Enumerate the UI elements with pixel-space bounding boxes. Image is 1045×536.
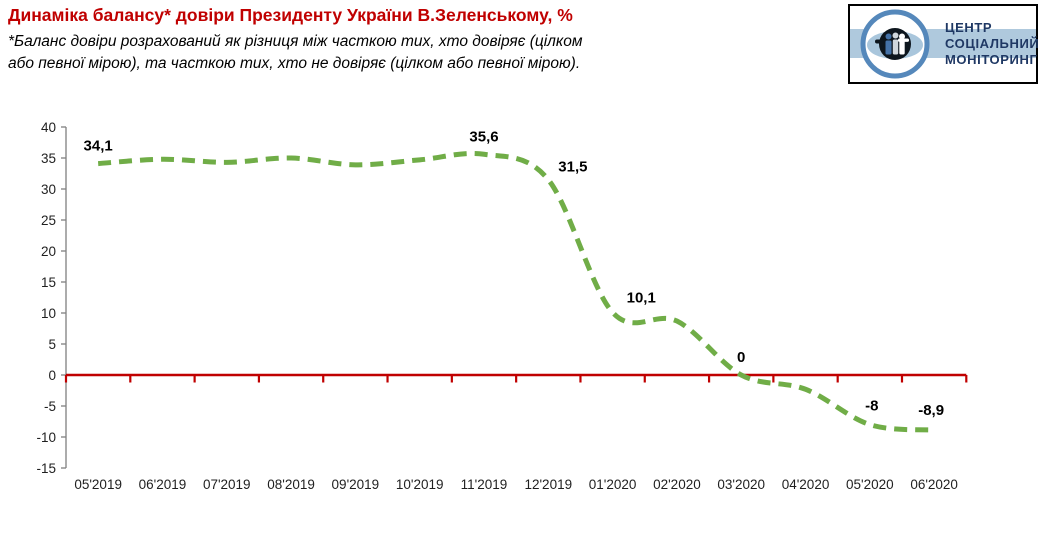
page-title: Динаміка балансу* довіри Президенту Укра… <box>8 5 573 25</box>
y-axis-label: 10 <box>41 306 56 321</box>
x-axis-label: 03'2020 <box>717 477 765 492</box>
y-axis-label: 25 <box>41 213 56 228</box>
data-point-label: 10,1 <box>627 289 656 306</box>
data-point-label: 34,1 <box>84 138 113 155</box>
y-axis-label: -5 <box>44 399 56 414</box>
data-point-label: 0 <box>737 349 745 366</box>
y-axis-label: 40 <box>41 120 56 135</box>
y-axis-label: -10 <box>36 430 56 445</box>
footnote-line-1: *Баланс довіри розрахований як різниця м… <box>8 33 583 50</box>
x-axis-label: 10'2019 <box>396 477 444 492</box>
logo-text-line-2: СОЦІАЛЬНИЙ <box>945 36 1040 51</box>
data-point-label: -8 <box>865 398 878 415</box>
y-axis-label: 30 <box>41 182 56 197</box>
x-axis-label: 05'2020 <box>846 477 894 492</box>
y-axis-label: 15 <box>41 275 56 290</box>
chart-footnote: *Баланс довіри розрахований як різниця м… <box>8 31 768 75</box>
center-social-monitoring-logo: ЦЕНТР СОЦІАЛЬНИЙ МОНІТОРИНГ <box>848 4 1039 84</box>
data-point-label: 31,5 <box>558 159 587 176</box>
x-axis-label: 06'2020 <box>910 477 958 492</box>
x-axis-label: 08'2019 <box>267 477 315 492</box>
x-axis-label: 07'2019 <box>203 477 251 492</box>
x-axis-label: 12'2019 <box>524 477 572 492</box>
y-axis-label: 0 <box>48 368 56 383</box>
y-axis-label: 35 <box>41 151 56 166</box>
x-axis-label: 06'2019 <box>139 477 187 492</box>
y-axis-label: -15 <box>36 461 56 476</box>
logo-text-line-1: ЦЕНТР <box>945 20 993 35</box>
trust-balance-line-chart: 40 35 30 25 20 15 10 5 0 -5 -10 -15 05'2019 06'2019 07… <box>36 120 968 492</box>
y-axis-label: 20 <box>41 244 56 259</box>
x-axis-label: 11'2019 <box>461 477 508 492</box>
x-axis-label: 04'2020 <box>782 477 830 492</box>
data-point-label: -8,9 <box>918 402 944 419</box>
footnote-line-2: або певної мірою), та часткою тих, хто н… <box>8 55 581 72</box>
x-axis-label: 02'2020 <box>653 477 701 492</box>
logo-text: ЦЕНТР СОЦІАЛЬНИЙ МОНІТОРИНГ <box>945 20 1039 68</box>
x-axis-label: 01'2020 <box>589 477 637 492</box>
eye-people-icon <box>860 9 930 79</box>
x-axis-label: 09'2019 <box>332 477 380 492</box>
data-point-label: 35,6 <box>469 128 498 145</box>
trend-line <box>97 150 935 433</box>
x-axis-label: 05'2019 <box>74 477 122 492</box>
y-axis-label: 5 <box>48 337 56 352</box>
logo-text-line-3: МОНІТОРИНГ <box>945 52 1038 67</box>
